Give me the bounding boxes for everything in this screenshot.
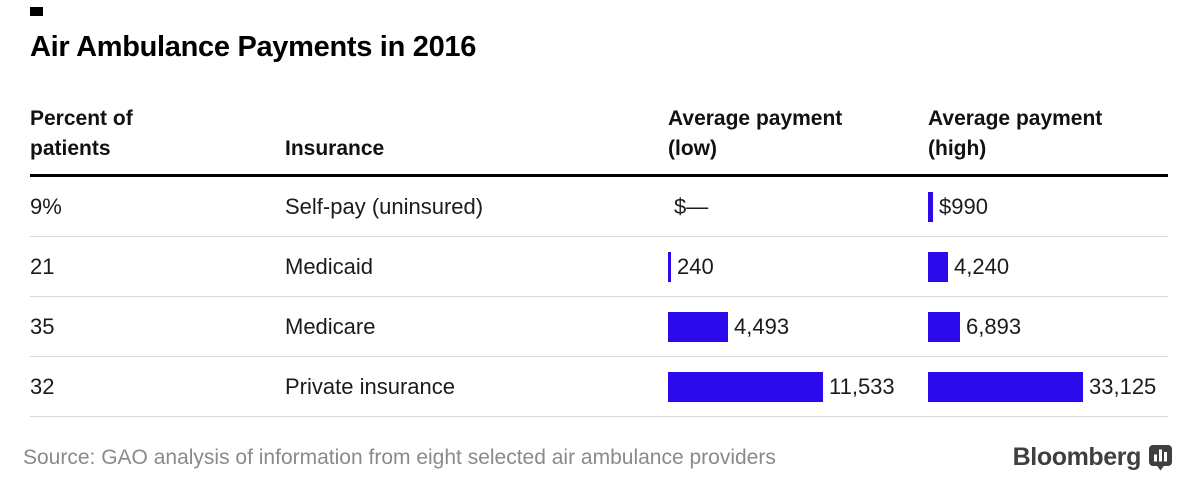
percent-cell: 35: [30, 313, 55, 339]
table-row: 21 Medicaid 240 4,240: [30, 237, 1168, 297]
high-payment-label: 33,125: [1089, 373, 1157, 399]
low-payment-label: 240: [677, 253, 714, 279]
percent-cell: 21: [30, 253, 55, 279]
page-title: Air Ambulance Payments in 2016: [30, 31, 477, 63]
low-payment-label: $—: [674, 193, 709, 219]
low-payment-cell: 4,493: [668, 297, 928, 356]
header-average-payment-high: Average payment (high): [928, 107, 1103, 160]
header-average-payment-low: Average payment (low): [668, 107, 843, 160]
high-payment-bar: [928, 191, 933, 222]
insurance-cell: Private insurance: [285, 373, 455, 399]
brand-tick-mark: [30, 7, 43, 16]
insurance-cell: Medicare: [285, 313, 376, 339]
high-payment-cell: 6,893: [928, 297, 1168, 356]
low-payment-bar: [668, 371, 823, 402]
insurance-cell: Self-pay (uninsured): [285, 193, 484, 219]
low-payment-bar: [668, 311, 728, 342]
high-payment-bar: [928, 311, 960, 342]
table-row: 9% Self-pay (uninsured) $— $990: [30, 177, 1168, 237]
table-row: 32 Private insurance 11,533 33,125: [30, 357, 1168, 417]
bar-chart-bubble-icon: [1149, 444, 1172, 471]
high-payment-cell: 33,125: [928, 357, 1168, 416]
table-body: 9% Self-pay (uninsured) $— $990 21 Medic…: [0, 177, 1200, 417]
header-percent-of-patients: Percent of patients: [30, 107, 133, 160]
high-payment-cell: 4,240: [928, 237, 1168, 296]
high-payment-cell: $990: [928, 177, 1168, 236]
footer: Source: GAO analysis of information from…: [23, 443, 1172, 472]
high-payment-label: 4,240: [954, 253, 1010, 279]
source-note: Source: GAO analysis of information from…: [23, 445, 776, 469]
high-payment-bar: [928, 251, 948, 282]
high-payment-bar: [928, 371, 1083, 402]
low-payment-cell: 240: [668, 237, 928, 296]
low-payment-cell: $—: [668, 177, 928, 236]
percent-cell: 32: [30, 373, 55, 399]
low-payment-label: 11,533: [829, 373, 895, 399]
header-insurance: Insurance: [285, 137, 385, 160]
percent-cell: 9%: [30, 193, 62, 219]
table-header: Percent of patients Insurance Average pa…: [30, 64, 1168, 177]
bloomberg-logo-text: Bloomberg: [1012, 443, 1142, 471]
bloomberg-logo: Bloomberg: [1013, 443, 1172, 472]
high-payment-label: $990: [939, 193, 988, 219]
low-payment-label: 4,493: [734, 313, 790, 339]
table-row: 35 Medicare 4,493 6,893: [30, 297, 1168, 357]
insurance-cell: Medicaid: [285, 253, 374, 279]
low-payment-bar: [668, 251, 671, 282]
low-payment-cell: 11,533: [668, 357, 928, 416]
high-payment-label: 6,893: [966, 313, 1022, 339]
